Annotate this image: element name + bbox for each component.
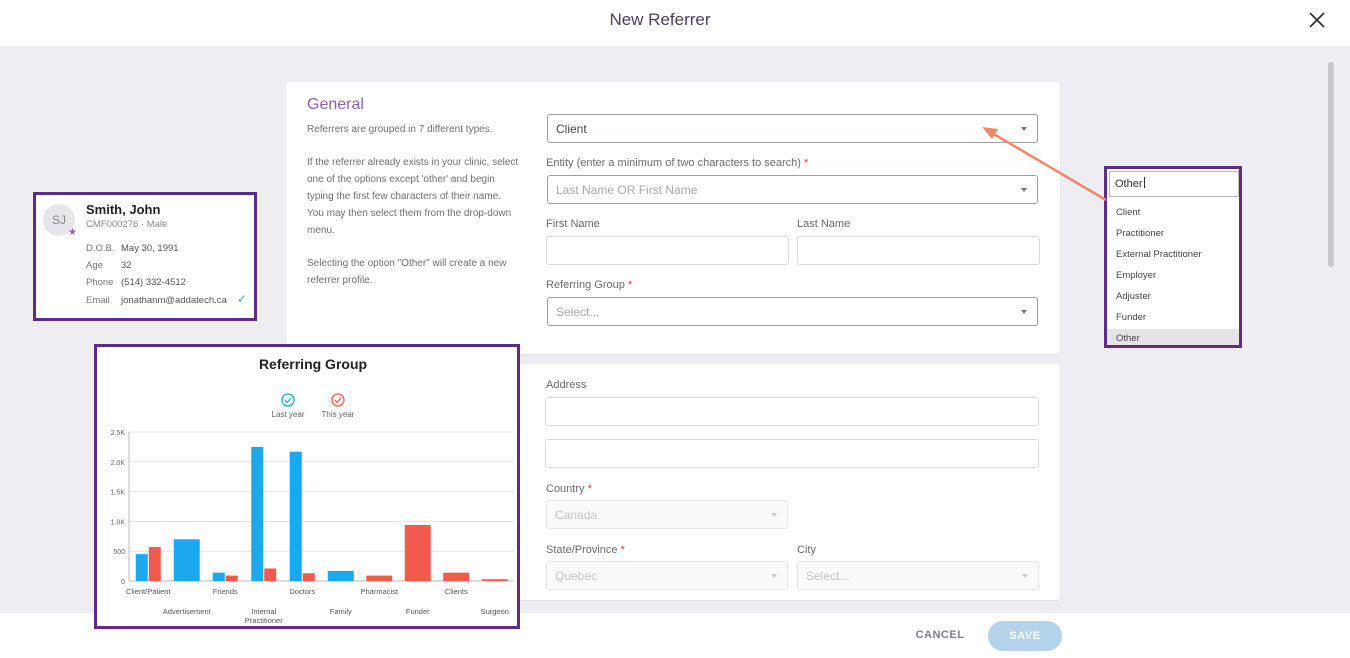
y-tick-label: 0 xyxy=(121,579,125,586)
x-tick-label: Funder xyxy=(406,607,430,616)
dialog-header: New Referrer xyxy=(0,0,1350,46)
bar-last-year xyxy=(251,446,264,581)
cancel-button[interactable]: CANCEL xyxy=(915,629,965,641)
bar-last-year xyxy=(327,570,354,581)
chevron-down-icon xyxy=(1021,188,1027,192)
bar-this-year xyxy=(443,572,470,581)
y-tick-label: 1.5K xyxy=(111,490,126,497)
x-tick-label: Internal xyxy=(251,607,276,616)
general-help-text: If the referrer already exists in your c… xyxy=(307,157,519,236)
bar-this-year xyxy=(225,575,238,581)
x-tick-label: Practitioner xyxy=(245,616,283,625)
referring-group-label: Referring Group * xyxy=(546,279,633,291)
x-tick-label: Surgeon xyxy=(481,607,509,616)
dropdown-option-employer[interactable]: Employer xyxy=(1116,270,1157,281)
x-tick-label: Friends xyxy=(213,587,238,596)
state-label: State/Province * xyxy=(546,544,625,556)
section-title: General xyxy=(307,96,364,113)
y-tick-label: 500 xyxy=(113,549,125,556)
star-icon: ★ xyxy=(68,227,77,238)
bar-last-year xyxy=(289,451,302,581)
entity-search-input[interactable]: Last Name OR First Name xyxy=(547,175,1038,204)
dropdown-search-input[interactable]: Other xyxy=(1109,171,1239,197)
general-card: General Referrers are grouped in 7 diffe… xyxy=(286,82,1060,354)
chevron-down-icon xyxy=(1021,127,1027,131)
patient-age: Age 32 xyxy=(86,260,132,271)
legend-marker xyxy=(331,393,345,407)
chevron-down-icon xyxy=(1021,310,1027,314)
x-tick-label: Pharmacist xyxy=(360,587,398,596)
legend-label: This year xyxy=(322,410,355,419)
chevron-down-icon xyxy=(771,513,777,517)
y-tick-label: 1.0K xyxy=(111,519,126,526)
legend-label: Last year xyxy=(272,410,305,419)
address-line2-input[interactable] xyxy=(545,439,1039,468)
patient-dob: D.O.B. May 30, 1991 xyxy=(86,243,179,254)
chevron-down-icon xyxy=(1022,574,1028,578)
x-tick-label: Doctors xyxy=(289,587,315,596)
patient-email: Email jonathanm@addatech.ca xyxy=(86,295,227,306)
verified-check-icon: ✓ xyxy=(237,292,248,306)
first-name-label: First Name xyxy=(546,218,600,230)
general-other-text: Selecting the option "Other" will create… xyxy=(307,258,507,286)
x-tick-label: Family xyxy=(330,607,352,616)
last-name-input[interactable] xyxy=(797,236,1040,265)
dropdown-option-funder[interactable]: Funder xyxy=(1116,312,1147,323)
referrer-type-select[interactable]: Client xyxy=(547,114,1038,143)
x-tick-label: Client/Patient xyxy=(126,587,172,596)
bar-this-year xyxy=(264,568,277,581)
check-icon xyxy=(334,397,342,404)
dropdown-option-adjuster[interactable]: Adjuster xyxy=(1116,291,1151,302)
address-label: Address xyxy=(546,379,587,391)
dialog-title: New Referrer xyxy=(609,10,711,29)
dropdown-option-client[interactable]: Client xyxy=(1116,207,1141,218)
bar-this-year xyxy=(481,579,508,581)
bar-this-year xyxy=(302,573,315,581)
y-tick-label: 2.5K xyxy=(111,430,126,437)
chart-title: Referring Group xyxy=(259,356,367,372)
dropdown-option-external-practitioner[interactable]: External Practitioner xyxy=(1116,249,1202,260)
city-select[interactable]: Select... xyxy=(797,561,1039,590)
legend-marker xyxy=(281,393,295,407)
bar-last-year xyxy=(173,539,200,581)
referring-group-chart: Referring Group Last year This year 0 500 1.0… xyxy=(94,344,520,629)
patient-id: CMF000276 · Male xyxy=(86,219,168,230)
bar-this-year xyxy=(148,547,161,581)
chevron-down-icon xyxy=(771,574,777,578)
general-intro-text: Referrers are grouped in 7 different typ… xyxy=(307,124,493,135)
bar-last-year xyxy=(135,554,148,581)
chart-canvas: Referring Group Last year This year 0 500 1.0… xyxy=(111,356,514,625)
check-icon xyxy=(284,397,292,404)
scrollbar[interactable] xyxy=(1328,62,1334,267)
patient-card: SJ ★ Smith, John CMF000276 · Male D.O.B.… xyxy=(33,192,257,321)
x-tick-label: Clients xyxy=(445,587,468,596)
country-label: Country * xyxy=(546,483,592,495)
state-select[interactable]: Quebec xyxy=(546,561,788,590)
avatar: SJ xyxy=(43,204,75,236)
dropdown-option-other[interactable]: Other xyxy=(1107,329,1239,345)
referrer-type-dropdown: Other Client Practitioner External Pract… xyxy=(1104,166,1242,348)
bar-this-year xyxy=(404,524,431,581)
referring-group-select[interactable]: Select... xyxy=(547,297,1038,326)
bar-last-year xyxy=(212,572,225,581)
patient-phone: Phone (514) 332-4512 xyxy=(86,277,186,288)
first-name-input[interactable] xyxy=(546,236,789,265)
last-name-label: Last Name xyxy=(797,218,851,230)
patient-name: Smith, John xyxy=(86,202,161,217)
country-select[interactable]: Canada xyxy=(546,500,788,529)
close-icon[interactable] xyxy=(1305,8,1329,32)
bar-this-year xyxy=(366,575,393,581)
x-tick-label: Advertisement xyxy=(163,607,212,616)
entity-label: Entity (enter a minimum of two character… xyxy=(546,157,809,169)
city-label: City xyxy=(797,544,816,556)
dropdown-option-practitioner[interactable]: Practitioner xyxy=(1116,228,1165,239)
address-line1-input[interactable] xyxy=(545,397,1039,426)
y-tick-label: 2.0K xyxy=(111,460,126,467)
save-button[interactable]: SAVE xyxy=(988,621,1062,651)
